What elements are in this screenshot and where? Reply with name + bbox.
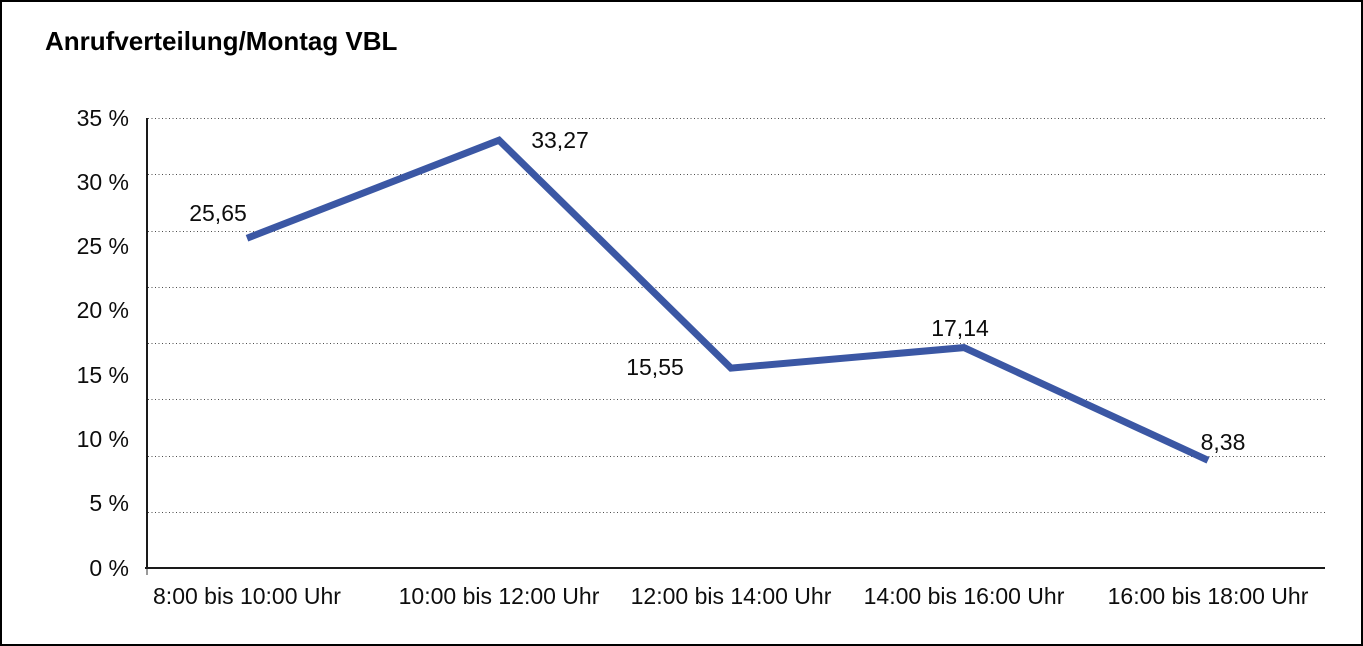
data-label: 15,55 (626, 353, 684, 380)
data-label: 33,27 (531, 126, 589, 153)
series-line (245, 136, 1210, 464)
y-axis-tick-label: 10 % (76, 425, 129, 452)
gridline (148, 287, 1325, 288)
x-axis-label: 16:00 bis 18:00 Uhr (1107, 583, 1309, 609)
gridline (148, 231, 1325, 232)
x-axis-line (145, 567, 1325, 569)
gridline (148, 343, 1325, 344)
gridline (148, 512, 1325, 513)
y-axis-tick-label: 15 % (76, 361, 129, 388)
x-axis-label: 10:00 bis 12:00 Uhr (398, 583, 600, 609)
x-axis-origin-tick (146, 569, 148, 575)
y-axis-tick-label: 35 % (76, 104, 129, 131)
y-axis-line (146, 118, 148, 569)
y-axis-tick-label: 25 % (76, 233, 129, 260)
x-axis-label: 14:00 bis 16:00 Uhr (863, 583, 1065, 609)
data-label: 17,14 (931, 315, 989, 342)
y-axis-tick-label: 20 % (76, 297, 129, 324)
gridline (148, 118, 1325, 119)
data-label: 8,38 (1200, 428, 1246, 455)
x-axis-label: 12:00 bis 14:00 Uhr (630, 583, 832, 609)
data-label: 25,65 (189, 199, 247, 226)
gridline (148, 399, 1325, 400)
y-axis-tick-label: 5 % (89, 490, 129, 517)
x-axis-label: 8:00 bis 10:00 Uhr (153, 583, 341, 609)
y-axis-tick-label: 30 % (76, 168, 129, 195)
chart-title: Anrufverteilung/Montag VBL (45, 26, 398, 56)
gridline (148, 174, 1325, 175)
y-axis-tick-label: 0 % (89, 554, 129, 581)
